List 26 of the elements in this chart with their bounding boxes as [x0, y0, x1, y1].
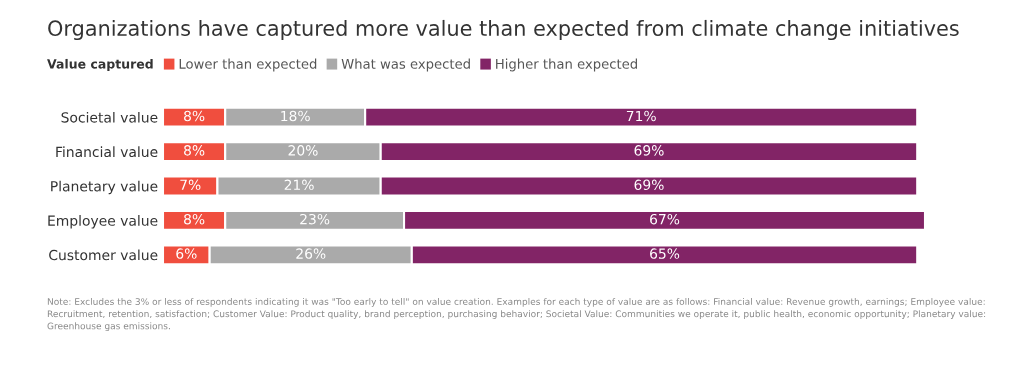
data-label: 21%	[284, 179, 314, 191]
y-tick-label: Employee value	[48, 215, 158, 229]
data-label: 8%	[184, 145, 205, 156]
legend-label: Lower than expected	[179, 58, 317, 72]
legend-label: What was expected	[341, 58, 470, 72]
data-label: 71%	[626, 110, 656, 122]
data-label: 7%	[180, 179, 201, 191]
data-label: 65%	[650, 248, 680, 259]
legend-title: Value captured	[47, 58, 153, 72]
y-tick-label: Societal value	[61, 111, 158, 123]
legend-label: Higher than expected	[496, 58, 637, 72]
data-label: 23%	[300, 213, 330, 225]
data-label: 6%	[176, 248, 197, 259]
data-label: 69%	[634, 145, 664, 156]
data-label: 20%	[288, 145, 318, 156]
chart-title: Organizations have captured more value than expected from climate change initiatives	[48, 19, 959, 41]
data-label: 26%	[296, 248, 326, 259]
data-label: 8%	[184, 213, 205, 225]
text: Note: Excludes the 3% or less of respondents indicating it was "Too early to tell" on value creation. Examples for each type of value are as follows: Financial value: Revenue growth, earnings; Employee value: Recruitment, retention, satisfaction; Customer Value: Product quality, brand perception, purchasing behavior; Societal Value: Communities we operate it, public health, economic opportunity; Planetary value: Greenhouse gas emissions.	[47, 298, 986, 332]
data-label: 18%	[281, 110, 310, 122]
y-tick-label: Customer value	[49, 249, 158, 261]
data-label: 8%	[184, 110, 205, 122]
y-tick-label: Financial value	[56, 146, 158, 158]
data-label: 67%	[650, 213, 680, 225]
y-tick-label: Planetary value	[51, 180, 158, 195]
data-label: 69%	[634, 179, 664, 191]
